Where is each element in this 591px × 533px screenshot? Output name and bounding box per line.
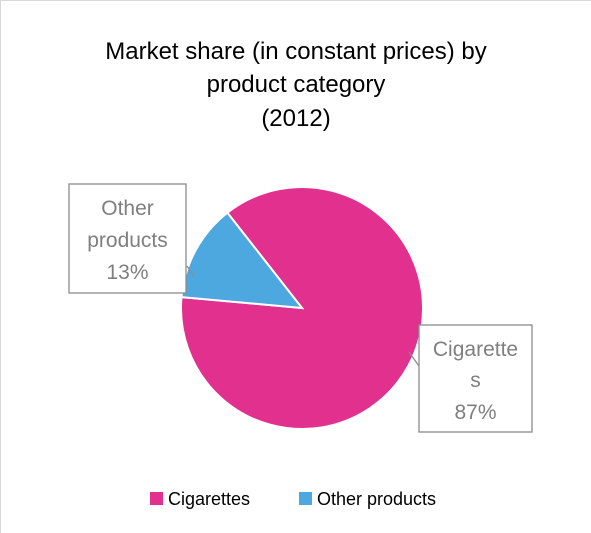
chart-title-line-2: product category xyxy=(207,71,386,98)
leader-line-other-products xyxy=(186,265,195,278)
data-label-box-cigarettes xyxy=(418,324,533,433)
leader-line-cigarettes xyxy=(408,351,420,367)
legend-label-cigarettes: Cigarettes xyxy=(168,489,250,509)
legend-swatch-cigarettes xyxy=(150,492,163,505)
data-label-other-products-line-2: products xyxy=(87,229,168,252)
data-label-cigarettes-line-3: 87% xyxy=(454,401,496,424)
data-label-cigarettes-line-2: s xyxy=(470,369,481,392)
chart-title-line-3: (2012) xyxy=(261,105,330,132)
data-label-box-other-products xyxy=(68,183,187,294)
data-label-other-products: Other products 13% xyxy=(68,183,187,294)
pie-slices xyxy=(180,186,424,430)
data-label-cigarettes: Cigarette s 87% xyxy=(418,324,533,433)
data-label-other-products-line-1: Other xyxy=(101,197,154,220)
data-label-cigarettes-line-1: Cigarette xyxy=(433,338,518,361)
legend-label-other-products: Other products xyxy=(317,489,436,509)
legend-swatch-other-products xyxy=(299,492,312,505)
data-label-other-products-line-3: 13% xyxy=(106,261,148,284)
legend: Cigarettes Other products xyxy=(150,489,436,509)
chart-title-line-1: Market share (in constant prices) by xyxy=(105,38,486,65)
